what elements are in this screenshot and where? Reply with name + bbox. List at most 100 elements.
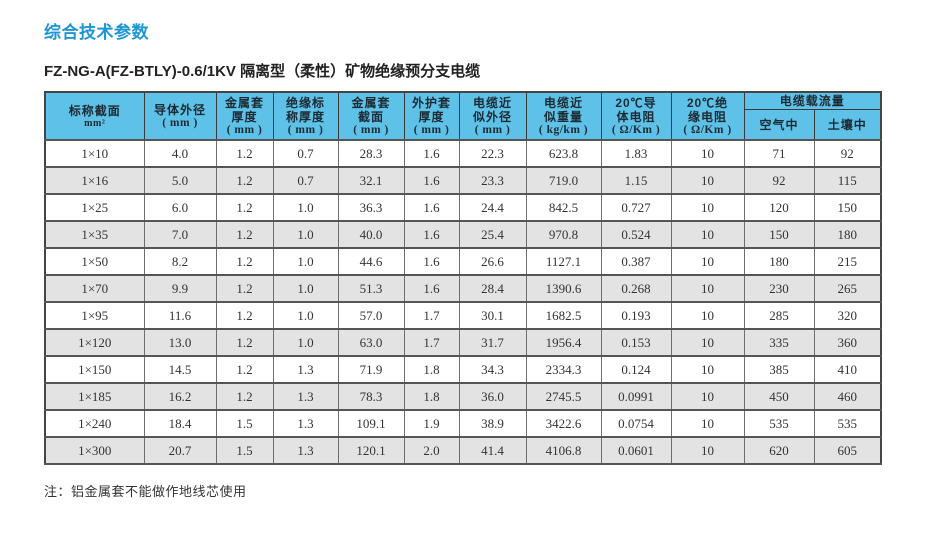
- table-cell: 0.727: [600, 193, 672, 222]
- table-cell: 1×70: [44, 274, 145, 303]
- table-cell: 10: [670, 355, 745, 384]
- table-cell: 36.0: [458, 382, 527, 411]
- spec-table: 标称截面 mm² 导体外径( mm ) 金属套 厚度( mm ) 绝缘标 称厚度( mm…: [44, 91, 883, 465]
- table-cell: 7.0: [143, 220, 217, 249]
- table-cell: 1.6: [403, 220, 460, 249]
- col-header: 20℃绝 缘电阻( Ω/Km ): [670, 91, 745, 141]
- col-header-label: 土壤中: [827, 117, 867, 132]
- table-cell: 2745.5: [525, 382, 602, 411]
- table-cell: 535: [743, 409, 815, 438]
- footnote: 注：铝金属套不能做作地线芯使用: [44, 484, 247, 499]
- table-cell: 57.0: [337, 301, 405, 330]
- table-cell: 460: [813, 382, 882, 411]
- table-cell: 115: [813, 166, 882, 195]
- table-cell: 10: [670, 409, 745, 438]
- table-cell: 5.0: [143, 166, 217, 195]
- table-row: 1×50 8.2 1.2 1.0 44.6 1.6 26.6 1127.1 0.387 10 180…: [44, 247, 882, 276]
- col-header: 导体外径( mm ): [143, 91, 217, 141]
- table-cell: 71: [743, 139, 815, 168]
- table-cell: 0.7: [272, 139, 339, 168]
- table-cell: 78.3: [337, 382, 405, 411]
- table-cell: 1.2: [215, 166, 274, 195]
- table-cell: 1.6: [403, 193, 460, 222]
- table-cell: 28.3: [337, 139, 405, 168]
- table-cell: 2.0: [403, 436, 460, 465]
- table-cell: 1.83: [600, 139, 672, 168]
- table-cell: 10: [670, 166, 745, 195]
- col-header-label: 电缆近 似外径: [472, 95, 512, 124]
- table-cell: 8.2: [143, 247, 217, 276]
- col-header-unit: ( mm ): [413, 123, 450, 136]
- table-cell: 1.8: [403, 355, 460, 384]
- table-cell: 1×120: [44, 328, 145, 357]
- table-cell: 0.7: [272, 166, 339, 195]
- table-cell: 385: [743, 355, 815, 384]
- table-cell: 1×185: [44, 382, 145, 411]
- table-cell: 535: [813, 409, 882, 438]
- table-cell: 32.1: [337, 166, 405, 195]
- table-cell: 36.3: [337, 193, 405, 222]
- table-cell: 13.0: [143, 328, 217, 357]
- col-header-ampacity-sub: 土壤中: [813, 109, 882, 141]
- col-header-unit: ( Ω/Km ): [683, 123, 732, 136]
- table-cell: 842.5: [525, 193, 602, 222]
- col-header-label: 金属套 厚度: [224, 95, 264, 124]
- col-header-label: 空气中: [759, 117, 799, 132]
- table-cell: 970.8: [525, 220, 602, 249]
- table-cell: 25.4: [458, 220, 527, 249]
- table-cell: 0.268: [600, 274, 672, 303]
- table-cell: 4106.8: [525, 436, 602, 465]
- col-header-unit: ( mm ): [226, 123, 263, 136]
- table-cell: 0.0754: [600, 409, 672, 438]
- col-header-unit: ( mm ): [162, 116, 198, 129]
- table-cell: 285: [743, 301, 815, 330]
- col-header: 电缆近 似重量( kg/km ): [525, 91, 602, 141]
- table-cell: 109.1: [337, 409, 405, 438]
- col-header-label: 标称截面: [68, 103, 121, 118]
- table-cell: 320: [813, 301, 882, 330]
- col-header-ampacity-group: 电缆载流量: [743, 91, 882, 110]
- table-cell: 1.7: [403, 328, 460, 357]
- table-row: 1×10 4.0 1.2 0.7 28.3 1.6 22.3 623.8 1.83 10 71 92: [44, 139, 882, 168]
- table-cell: 51.3: [337, 274, 405, 303]
- table-cell: 1.0: [272, 328, 339, 357]
- table-cell: 0.124: [600, 355, 672, 384]
- col-header: 20℃导 体电阻( Ω/Km ): [600, 91, 672, 141]
- table-cell: 0.524: [600, 220, 672, 249]
- table-cell: 719.0: [525, 166, 602, 195]
- table-cell: 1.2: [215, 139, 274, 168]
- col-header: 金属套 截面( mm ): [337, 91, 405, 141]
- table-row: 1×120 13.0 1.2 1.0 63.0 1.7 31.7 1956.4 0.153 10 3…: [44, 328, 882, 357]
- table-row: 1×95 11.6 1.2 1.0 57.0 1.7 30.1 1682.5 0.193 10 28…: [44, 301, 882, 330]
- table-header: 标称截面 mm² 导体外径( mm ) 金属套 厚度( mm ) 绝缘标 称厚度( mm…: [44, 91, 882, 141]
- table-cell: 1.3: [272, 382, 339, 411]
- table-row: 1×16 5.0 1.2 0.7 32.1 1.6 23.3 719.0 1.15 10 92 115: [44, 166, 882, 195]
- table-cell: 623.8: [525, 139, 602, 168]
- table-cell: 1.6: [403, 247, 460, 276]
- table-cell: 92: [743, 166, 815, 195]
- table-cell: 230: [743, 274, 815, 303]
- page-title: 综合技术参数: [44, 23, 149, 42]
- table-cell: 1390.6: [525, 274, 602, 303]
- table-cell: 1×50: [44, 247, 145, 276]
- table-cell: 1.3: [272, 436, 339, 465]
- col-header: 电缆近 似外径( mm ): [458, 91, 527, 141]
- col-header-ampacity-sub: 空气中: [743, 109, 815, 141]
- col-header-unit: mm²: [84, 117, 106, 129]
- table-cell: 1.5: [215, 409, 274, 438]
- table-cell: 450: [743, 382, 815, 411]
- table-cell: 1127.1: [525, 247, 602, 276]
- table-cell: 1.0: [272, 274, 339, 303]
- table-cell: 1×150: [44, 355, 145, 384]
- col-header-label: 20℃绝 缘电阻: [686, 95, 729, 124]
- col-header-unit: ( Ω/Km ): [611, 123, 661, 136]
- table-cell: 1×300: [44, 436, 145, 465]
- table-cell: 63.0: [337, 328, 405, 357]
- table-cell: 360: [813, 328, 882, 357]
- table-cell: 4.0: [143, 139, 217, 168]
- table-cell: 180: [813, 220, 882, 249]
- col-header-label: 金属套 截面: [351, 95, 391, 124]
- table-cell: 31.7: [458, 328, 527, 357]
- table-cell: 1.15: [600, 166, 672, 195]
- table-row: 1×25 6.0 1.2 1.0 36.3 1.6 24.4 842.5 0.727 10 120 1…: [44, 193, 882, 222]
